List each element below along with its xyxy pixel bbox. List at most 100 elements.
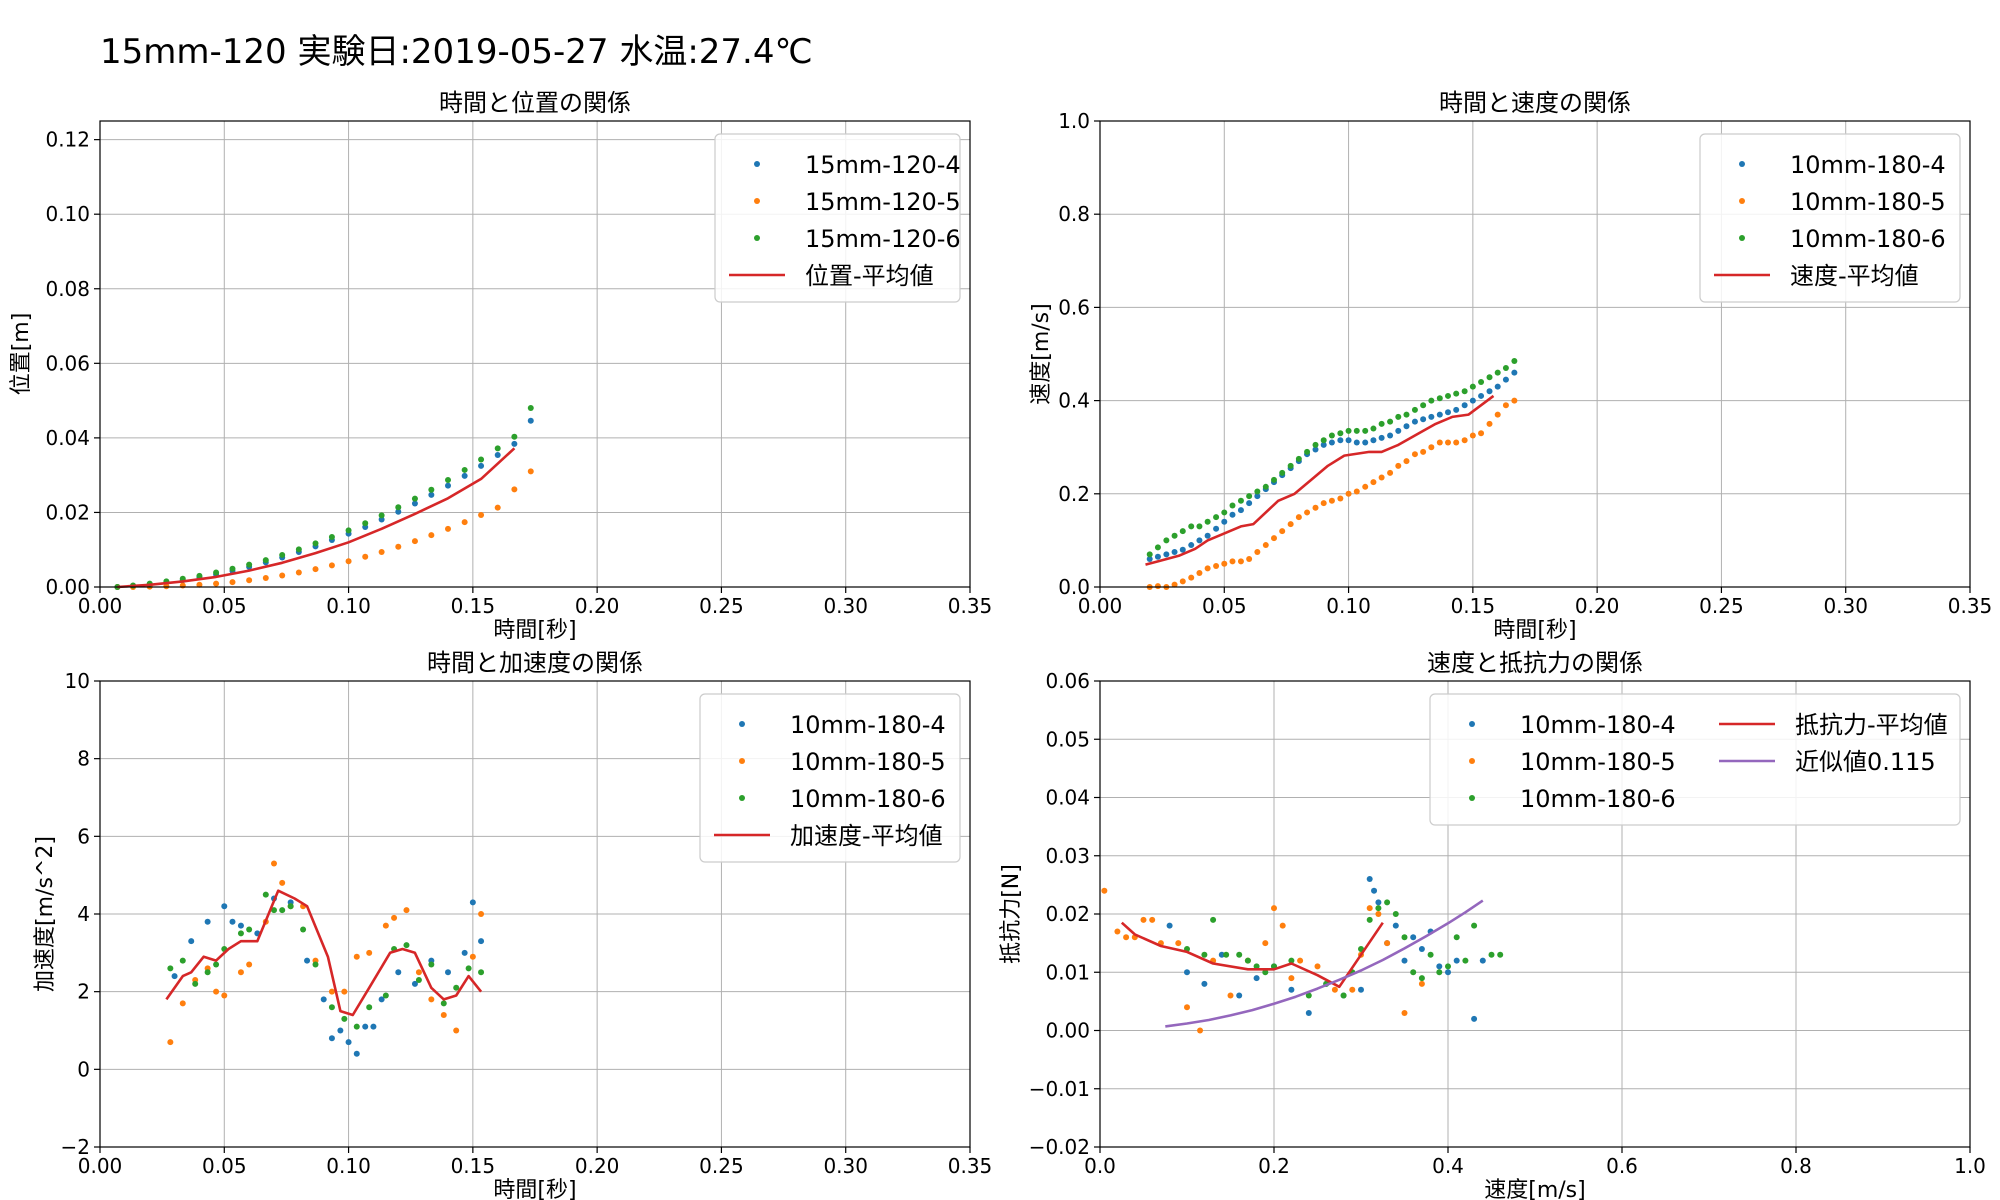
- series-10mm-180-4: [1166, 876, 1486, 1022]
- series-line: [1165, 899, 1484, 1028]
- data-point: [1236, 951, 1243, 958]
- legend-entry: 近似値0.115: [1719, 748, 1936, 776]
- data-point: [1462, 957, 1469, 964]
- data-point: [237, 930, 244, 937]
- data-point: [312, 566, 319, 573]
- data-point: [1201, 980, 1208, 987]
- data-point: [445, 482, 451, 489]
- legend-swatch: [739, 721, 745, 727]
- data-point: [1297, 957, 1304, 964]
- legend-swatch: [754, 235, 760, 241]
- x-tick-label: 0.30: [823, 1154, 868, 1178]
- data-point: [1188, 574, 1195, 581]
- data-point: [287, 903, 294, 910]
- chart-panel-2: 0.00 0.05 0.10 0.15 0.20 0.25 0.30 0.35 0.0 0.2 0.…: [1029, 89, 1992, 643]
- series-速度-平均値: [1145, 394, 1495, 566]
- data-point: [1262, 483, 1269, 490]
- data-point: [1328, 432, 1335, 439]
- data-point: [1411, 418, 1418, 425]
- data-point: [1345, 437, 1352, 444]
- data-point: [428, 961, 435, 968]
- data-point: [478, 938, 485, 945]
- x-tick-label: 0.30: [823, 594, 868, 618]
- data-point: [1254, 488, 1261, 495]
- data-point: [1453, 439, 1460, 446]
- series-line: [1120, 921, 1384, 989]
- x-tick-label: 0.25: [1699, 594, 1744, 618]
- series-10mm-180-6: [1146, 357, 1518, 558]
- legend-entry: 15mm-120-5: [754, 188, 961, 216]
- x-tick-label: 0.20: [1575, 594, 1620, 618]
- data-point: [1201, 951, 1208, 958]
- data-point: [1420, 448, 1427, 455]
- legend-label: 10mm-180-4: [790, 711, 946, 739]
- data-point: [1237, 497, 1244, 504]
- data-point: [1401, 934, 1408, 941]
- data-point: [328, 988, 335, 995]
- data-point: [1461, 388, 1468, 395]
- data-point: [527, 405, 534, 412]
- data-point: [1237, 507, 1244, 514]
- data-point: [378, 996, 385, 1003]
- data-point: [1254, 493, 1261, 500]
- data-point: [415, 977, 422, 984]
- data-point: [411, 500, 418, 507]
- data-point: [1395, 462, 1402, 469]
- data-point: [478, 456, 485, 463]
- data-point: [1279, 528, 1286, 535]
- legend-label: 近似値0.115: [1795, 748, 1936, 776]
- data-point: [1279, 469, 1286, 476]
- data-point: [1471, 922, 1478, 929]
- data-point: [237, 969, 244, 976]
- x-tick-label: 0.00: [78, 594, 123, 618]
- data-point: [1331, 986, 1338, 993]
- data-point: [461, 519, 468, 526]
- data-point: [279, 572, 286, 579]
- y-tick-label: 0.12: [45, 128, 90, 152]
- chart-title: 速度と抵抗力の関係: [1427, 649, 1643, 677]
- data-point: [382, 922, 389, 929]
- data-point: [1478, 430, 1485, 437]
- x-tick-label: 0.20: [575, 1154, 620, 1178]
- data-point: [163, 583, 170, 590]
- data-point: [415, 969, 422, 976]
- series-10mm-180-5: [1101, 887, 1425, 1034]
- y-tick-label: 0.05: [1045, 727, 1090, 751]
- data-point: [246, 561, 253, 568]
- data-point: [1479, 957, 1486, 964]
- data-point: [1227, 992, 1234, 999]
- data-point: [1362, 439, 1369, 446]
- data-point: [1384, 940, 1391, 947]
- data-point: [1401, 1010, 1408, 1017]
- data-point: [395, 543, 402, 550]
- data-point: [378, 512, 385, 519]
- data-point: [1304, 509, 1311, 516]
- legend-entry: 抵抗力-平均値: [1719, 711, 1948, 739]
- data-point: [1353, 488, 1360, 495]
- legend-box: [714, 133, 961, 303]
- legend-box: [1699, 133, 1961, 303]
- chart-panel-1: 0.00 0.05 0.10 0.15 0.20 0.25 0.30 0.35 0.00 0.02…: [9, 89, 992, 643]
- data-point: [428, 486, 435, 493]
- data-point: [1271, 535, 1277, 542]
- data-point: [362, 1023, 369, 1030]
- data-point: [1295, 514, 1302, 521]
- data-point: [1358, 986, 1364, 993]
- data-point: [1445, 439, 1451, 446]
- legend-label: 速度-平均値: [1790, 262, 1919, 290]
- data-point: [1494, 383, 1501, 390]
- data-point: [461, 472, 468, 479]
- data-point: [1418, 945, 1425, 952]
- data-point: [494, 445, 501, 452]
- y-axis-label: 速度[m/s]: [1029, 303, 1054, 404]
- data-point: [469, 899, 476, 906]
- data-point: [1262, 542, 1269, 549]
- data-point: [1288, 986, 1295, 993]
- data-point: [171, 973, 178, 980]
- data-point: [1387, 469, 1394, 476]
- data-point: [1204, 565, 1211, 572]
- legend-entry: 10mm-180-6: [739, 785, 946, 813]
- data-point: [1154, 553, 1161, 560]
- series-10mm-180-6: [167, 891, 485, 1030]
- data-point: [362, 553, 369, 560]
